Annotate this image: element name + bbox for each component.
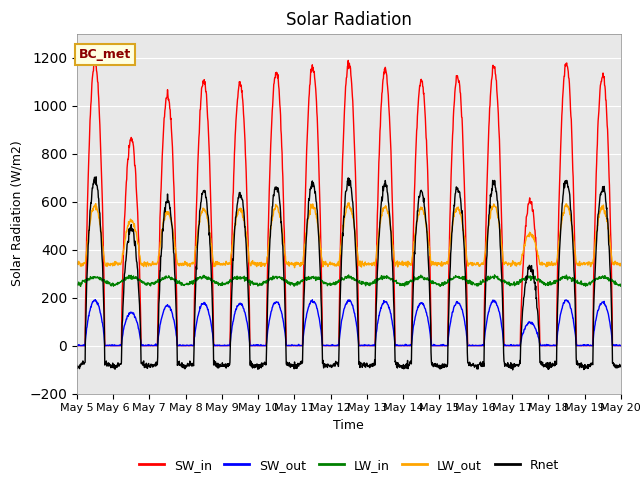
LW_out — [73, 261, 81, 266]
Line: Rnet: Rnet — [77, 177, 621, 370]
SW_out — [553, 342, 561, 348]
SW_out — [181, 343, 189, 348]
LW_in — [73, 281, 81, 287]
Title: Solar Radiation: Solar Radiation — [286, 11, 412, 29]
LW_in — [505, 279, 513, 285]
SW_out — [617, 343, 625, 348]
Text: BC_met: BC_met — [79, 48, 131, 61]
Y-axis label: Solar Radiation (W/m2): Solar Radiation (W/m2) — [11, 141, 24, 287]
LW_out — [291, 265, 298, 271]
LW_out — [505, 260, 513, 266]
SW_in — [553, 343, 561, 348]
SW_in — [194, 162, 202, 168]
SW_in — [180, 343, 188, 348]
SW_out — [92, 297, 99, 302]
LW_out — [434, 260, 442, 265]
LW_in — [180, 282, 188, 288]
SW_out — [195, 312, 202, 318]
LW_in — [491, 272, 499, 278]
Rnet — [195, 232, 202, 238]
Rnet — [509, 367, 516, 373]
LW_in — [617, 283, 625, 289]
SW_out — [505, 343, 513, 348]
LW_out — [617, 263, 625, 269]
SW_out — [73, 343, 81, 348]
SW_out — [434, 343, 442, 348]
LW_in — [433, 281, 441, 287]
SW_out — [255, 342, 263, 348]
LW_out — [180, 261, 188, 266]
SW_in — [434, 343, 442, 348]
X-axis label: Time: Time — [333, 419, 364, 432]
Line: SW_in: SW_in — [77, 60, 621, 346]
SW_in — [505, 343, 513, 348]
LW_in — [255, 282, 262, 288]
SW_in — [344, 58, 352, 63]
LW_out — [553, 257, 561, 263]
LW_out — [255, 263, 262, 268]
LW_in — [194, 276, 202, 282]
SW_in — [73, 343, 81, 348]
Legend: SW_in, SW_out, LW_in, LW_out, Rnet: SW_in, SW_out, LW_in, LW_out, Rnet — [134, 454, 564, 477]
LW_in — [436, 284, 444, 289]
SW_in — [617, 343, 625, 348]
Rnet — [92, 174, 100, 180]
Rnet — [434, 362, 442, 368]
LW_out — [345, 200, 353, 206]
SW_in — [255, 343, 262, 348]
Rnet — [617, 363, 625, 369]
Line: LW_in: LW_in — [77, 275, 621, 287]
LW_in — [553, 277, 561, 283]
Line: SW_out: SW_out — [77, 300, 621, 346]
Rnet — [181, 366, 189, 372]
Rnet — [553, 330, 561, 336]
Line: LW_out: LW_out — [77, 203, 621, 268]
LW_out — [194, 229, 202, 235]
Rnet — [505, 364, 513, 370]
Rnet — [255, 366, 263, 372]
Rnet — [73, 362, 81, 368]
